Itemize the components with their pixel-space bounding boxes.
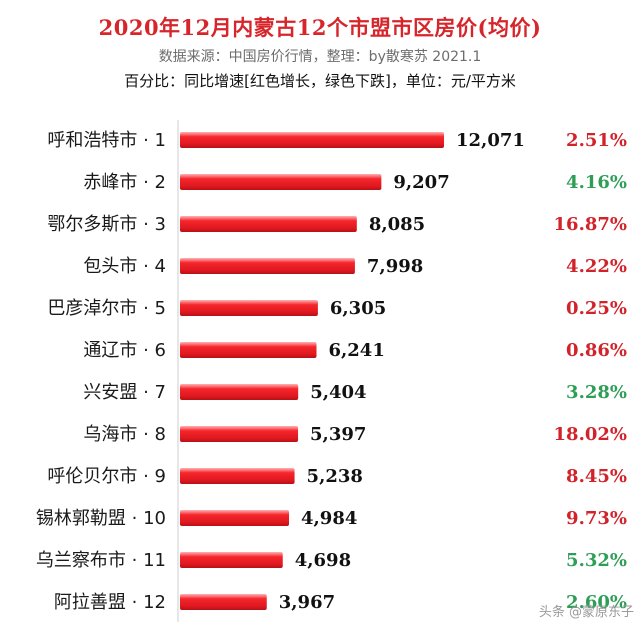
category-label: 呼伦贝尔市 · 9 xyxy=(47,466,166,487)
category-label: 通辽市 · 6 xyxy=(83,340,166,361)
category-label: 兴安盟 · 7 xyxy=(83,382,166,403)
value-label: 5,397 xyxy=(310,424,366,445)
value-label: 4,698 xyxy=(295,550,351,571)
growth-label: 9.73% xyxy=(566,508,627,529)
growth-label: 2.51% xyxy=(566,130,627,151)
chart-title: 2020年12月内蒙古12个市盟市区房价(均价) xyxy=(98,15,542,40)
value-label: 5,404 xyxy=(310,382,366,403)
category-label: 巴彦淖尔市 · 5 xyxy=(47,298,166,319)
category-label: 乌海市 · 8 xyxy=(83,424,166,445)
category-label: 阿拉善盟 · 12 xyxy=(54,592,166,613)
growth-label: 3.28% xyxy=(566,382,627,403)
bar xyxy=(180,174,382,190)
chart-subtitle: 数据来源：中国房价行情，整理：by散寒苏 2021.1 xyxy=(158,49,482,65)
category-label: 乌兰察布市 · 11 xyxy=(36,550,166,571)
bar xyxy=(180,258,355,274)
bar xyxy=(180,300,318,316)
watermark: 头条 @蒙原东子 xyxy=(538,605,634,620)
value-label: 4,984 xyxy=(301,508,357,529)
value-label: 7,998 xyxy=(367,256,423,277)
growth-label: 5.32% xyxy=(566,550,627,571)
bar xyxy=(180,552,283,568)
bar xyxy=(180,216,357,232)
category-label: 鄂尔多斯市 · 3 xyxy=(47,214,166,235)
bar xyxy=(180,510,290,526)
growth-label: 18.02% xyxy=(554,424,627,445)
value-label: 12,071 xyxy=(456,130,525,151)
growth-label: 0.86% xyxy=(566,340,627,361)
growth-label: 16.87% xyxy=(554,214,627,235)
category-label: 呼和浩特市 · 1 xyxy=(47,130,166,151)
growth-label: 4.16% xyxy=(566,172,627,193)
bar xyxy=(180,132,444,148)
value-label: 9,207 xyxy=(393,172,449,193)
category-label: 包头市 · 4 xyxy=(83,256,166,277)
value-label: 3,967 xyxy=(279,592,335,613)
category-label: 赤峰市 · 2 xyxy=(83,172,166,193)
value-label: 6,305 xyxy=(330,298,386,319)
bar xyxy=(180,426,299,442)
value-label: 5,238 xyxy=(307,466,363,487)
growth-label: 4.22% xyxy=(566,256,627,277)
value-label: 8,085 xyxy=(369,214,425,235)
chart-note: 百分比：同比增速[红色增长，绿色下跌]，单位：元/平方米 xyxy=(124,72,516,90)
bar xyxy=(180,468,295,484)
growth-label: 8.45% xyxy=(566,466,627,487)
bar xyxy=(180,342,317,358)
bar xyxy=(180,384,299,400)
category-label: 锡林郭勒盟 · 10 xyxy=(36,508,166,529)
growth-label: 2.60% xyxy=(566,592,627,613)
value-label: 6,241 xyxy=(328,340,384,361)
growth-label: 0.25% xyxy=(566,298,627,319)
bar xyxy=(180,594,267,610)
